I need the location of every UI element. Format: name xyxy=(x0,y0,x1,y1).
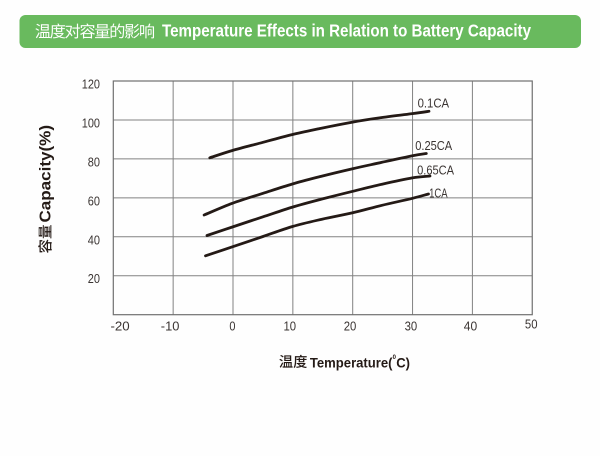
svg-text:80: 80 xyxy=(88,154,100,169)
svg-text:120: 120 xyxy=(82,77,100,92)
svg-text:60: 60 xyxy=(88,193,100,208)
svg-text:40: 40 xyxy=(88,232,100,247)
svg-text:-20: -20 xyxy=(111,318,130,333)
svg-text:Capacity(%): Capacity(%) xyxy=(38,125,55,223)
svg-text:50: 50 xyxy=(525,317,538,332)
svg-text:40: 40 xyxy=(464,318,477,333)
svg-text:0.65CA: 0.65CA xyxy=(417,162,454,177)
svg-text:Temperature Effects in Relatio: Temperature Effects in Relation to Batte… xyxy=(162,21,531,41)
svg-text:10: 10 xyxy=(284,318,297,333)
svg-text:20: 20 xyxy=(344,318,357,333)
svg-text:100: 100 xyxy=(82,116,100,131)
svg-text:-10: -10 xyxy=(161,318,180,333)
svg-text:0.25CA: 0.25CA xyxy=(415,138,452,153)
svg-text:30: 30 xyxy=(405,318,418,333)
svg-text:1CA: 1CA xyxy=(429,185,448,200)
svg-text:0: 0 xyxy=(229,318,235,333)
svg-text:0: 0 xyxy=(393,355,397,361)
svg-text:C): C) xyxy=(396,354,410,370)
svg-text:Temperature(: Temperature( xyxy=(310,354,393,370)
svg-text:20: 20 xyxy=(88,271,100,286)
svg-text:0.1CA: 0.1CA xyxy=(418,96,450,111)
